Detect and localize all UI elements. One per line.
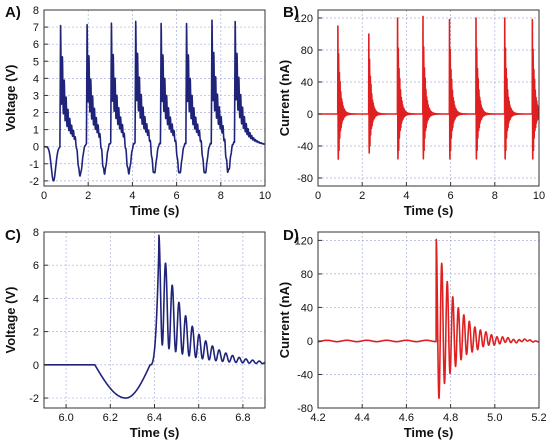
x-tick-label: 4.8 xyxy=(443,412,458,424)
y-axis-label: Current (nA) xyxy=(277,282,292,359)
x-tick-label: 8 xyxy=(218,190,224,202)
x-tick-label: 6.2 xyxy=(103,412,118,424)
y-tick-label: -1 xyxy=(29,159,39,171)
chart-panel-2: B) 0 2 4 6 8 10 -80 -40 0 40 80 120 Time (s) Current (… xyxy=(277,4,545,218)
y-axis-label: Voltage (V) xyxy=(3,287,18,354)
x-tick-label: 6 xyxy=(448,190,454,202)
x-tick-label: 6.8 xyxy=(235,412,250,424)
x-tick-label: 2 xyxy=(359,190,365,202)
chart-panel-4: D) 4.2 4.4 4.6 4.8 5.0 5.2 -80 -40 0 40 80 120 Time (… xyxy=(277,227,547,440)
panel-label: B) xyxy=(283,4,299,21)
series-line xyxy=(44,234,265,399)
y-tick-label: -40 xyxy=(297,369,313,381)
y-tick-label: 80 xyxy=(301,269,313,281)
y-tick-label: 7 xyxy=(33,22,39,34)
y-tick-label: 2 xyxy=(33,108,39,120)
x-tick-label: 4.6 xyxy=(399,412,414,424)
x-tick-label: 6.0 xyxy=(58,412,73,424)
y-tick-label: 0 xyxy=(307,336,313,348)
y-tick-label: 1 xyxy=(33,125,39,137)
x-tick-label: 10 xyxy=(259,190,271,202)
series-line xyxy=(318,238,539,400)
x-tick-label: 2 xyxy=(85,190,91,202)
y-tick-label: -80 xyxy=(297,173,313,185)
chart-panel-1: A) 0 2 4 6 8 10 -2 -1 0 1 2 3 4 5 6 7 8 Time (s) Voltage (V… xyxy=(3,4,271,218)
series-line xyxy=(44,19,265,182)
gridlines xyxy=(318,232,539,408)
panel-label: D) xyxy=(283,227,299,244)
y-tick-label: 6 xyxy=(33,260,39,272)
gridlines xyxy=(44,232,265,408)
y-tick-label: 5 xyxy=(33,56,39,68)
x-axis-label: Time (s) xyxy=(404,203,454,218)
chart-panel-3: C) 6.0 6.2 6.4 6.6 6.8 -2 0 2 4 6 8 Time (s) Voltage … xyxy=(3,227,266,440)
y-tick-label: 4 xyxy=(33,73,39,85)
x-axis-label: Time (s) xyxy=(130,203,180,218)
x-tick-label: 4.4 xyxy=(355,412,370,424)
x-tick-label: 0 xyxy=(41,190,47,202)
y-tick-label: 120 xyxy=(295,13,313,25)
x-axis-label: Time (s) xyxy=(404,425,454,440)
y-tick-label: -40 xyxy=(297,141,313,153)
y-tick-label: 80 xyxy=(301,45,313,57)
y-tick-label: 3 xyxy=(33,90,39,102)
y-tick-label: -2 xyxy=(29,393,39,405)
y-tick-label: 40 xyxy=(301,77,313,89)
y-tick-label: 0 xyxy=(33,142,39,154)
y-axis-label: Voltage (V) xyxy=(3,65,18,132)
y-tick-label: 120 xyxy=(295,235,313,247)
y-tick-label: 0 xyxy=(307,109,313,121)
x-tick-label: 5.0 xyxy=(487,412,502,424)
plot-frame xyxy=(43,9,266,187)
panel-label: A) xyxy=(5,4,21,21)
plot-frame xyxy=(317,9,540,187)
x-tick-label: 5.2 xyxy=(531,412,546,424)
x-tick-label: 8 xyxy=(492,190,498,202)
y-tick-label: 4 xyxy=(33,293,39,305)
x-tick-label: 10 xyxy=(533,190,545,202)
x-tick-label: 0 xyxy=(315,190,321,202)
x-tick-label: 6.6 xyxy=(191,412,206,424)
x-tick-label: 4 xyxy=(129,190,135,202)
y-axis-label: Current (nA) xyxy=(277,60,292,137)
x-tick-label: 6 xyxy=(174,190,180,202)
y-tick-label: 8 xyxy=(33,5,39,17)
panel-label: C) xyxy=(5,227,21,244)
y-tick-label: 40 xyxy=(301,302,313,314)
y-tick-label: 0 xyxy=(33,360,39,372)
gridlines xyxy=(44,10,265,186)
x-tick-label: 6.4 xyxy=(147,412,162,424)
x-tick-label: 4 xyxy=(403,190,409,202)
series-line xyxy=(318,15,539,160)
x-axis-label: Time (s) xyxy=(130,425,180,440)
y-tick-label: 2 xyxy=(33,327,39,339)
y-tick-label: -80 xyxy=(297,403,313,415)
y-tick-label: 6 xyxy=(33,39,39,51)
y-tick-label: -2 xyxy=(29,176,39,188)
y-tick-label: 8 xyxy=(33,227,39,239)
x-tick-label: 4.2 xyxy=(310,412,325,424)
plot-frame xyxy=(317,231,540,409)
